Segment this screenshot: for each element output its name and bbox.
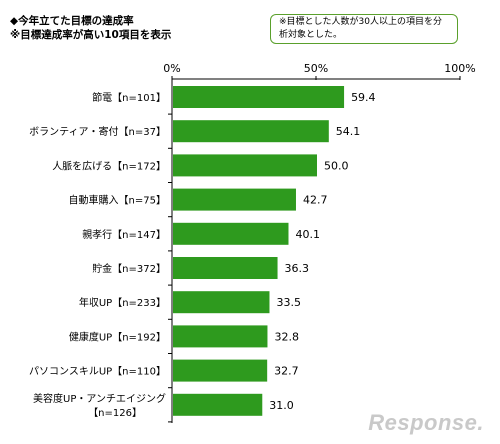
category-label: 健康度UP【n=192】 — [69, 330, 166, 343]
category-label: 貯金【n=372】 — [92, 262, 166, 275]
value-label: 36.3 — [285, 262, 310, 275]
bar — [173, 188, 296, 211]
x-tick-label: 0% — [163, 62, 180, 75]
category-label: 年収UP【n=233】 — [79, 296, 166, 309]
title-line-1: ◆今年立てた目標の達成率 — [10, 15, 134, 27]
bar — [173, 291, 270, 314]
value-label: 40.1 — [295, 228, 320, 241]
bar — [173, 359, 268, 382]
watermark-logo: Response. — [368, 410, 484, 435]
value-label: 50.0 — [324, 159, 349, 172]
chart-title: ◆今年立てた目標の達成率 ※目標達成率が高い10項目を表示 — [10, 14, 171, 42]
category-label: 美容度UP・アンチエイジング — [33, 392, 166, 405]
value-label: 31.0 — [269, 399, 294, 412]
bar — [173, 86, 345, 108]
bar — [173, 325, 268, 348]
value-label: 54.1 — [336, 125, 361, 138]
value-label: 33.5 — [276, 296, 301, 309]
x-tick-label: 50% — [304, 62, 328, 75]
category-label: 【n=126】 — [88, 407, 142, 419]
category-label: 節電【n=101】 — [92, 91, 166, 104]
bar — [173, 393, 263, 416]
title-line-2: ※目標達成率が高い10項目を表示 — [10, 29, 172, 41]
category-label: 親孝行【n=147】 — [82, 228, 166, 241]
note-text: ※目標とした人数が30人以上の項目を分析対象とした。 — [279, 17, 442, 40]
bar — [173, 154, 317, 177]
bar — [173, 257, 278, 279]
value-label: 32.8 — [274, 330, 299, 343]
category-label: パソコンスキルUP【n=110】 — [29, 366, 166, 378]
category-label: 人脈を広げる【n=172】 — [52, 159, 166, 172]
bar — [173, 120, 329, 143]
value-label: 42.7 — [303, 194, 328, 207]
bar — [173, 222, 289, 245]
value-label: 32.7 — [274, 365, 299, 378]
value-label: 59.4 — [351, 91, 376, 104]
note-box: ※目標とした人数が30人以上の項目を分析対象とした。 — [270, 14, 458, 44]
category-label: 自動車購入【n=75】 — [69, 194, 166, 207]
category-label: ボランティア・寄付【n=37】 — [29, 125, 166, 138]
x-tick-label: 100% — [444, 62, 475, 75]
